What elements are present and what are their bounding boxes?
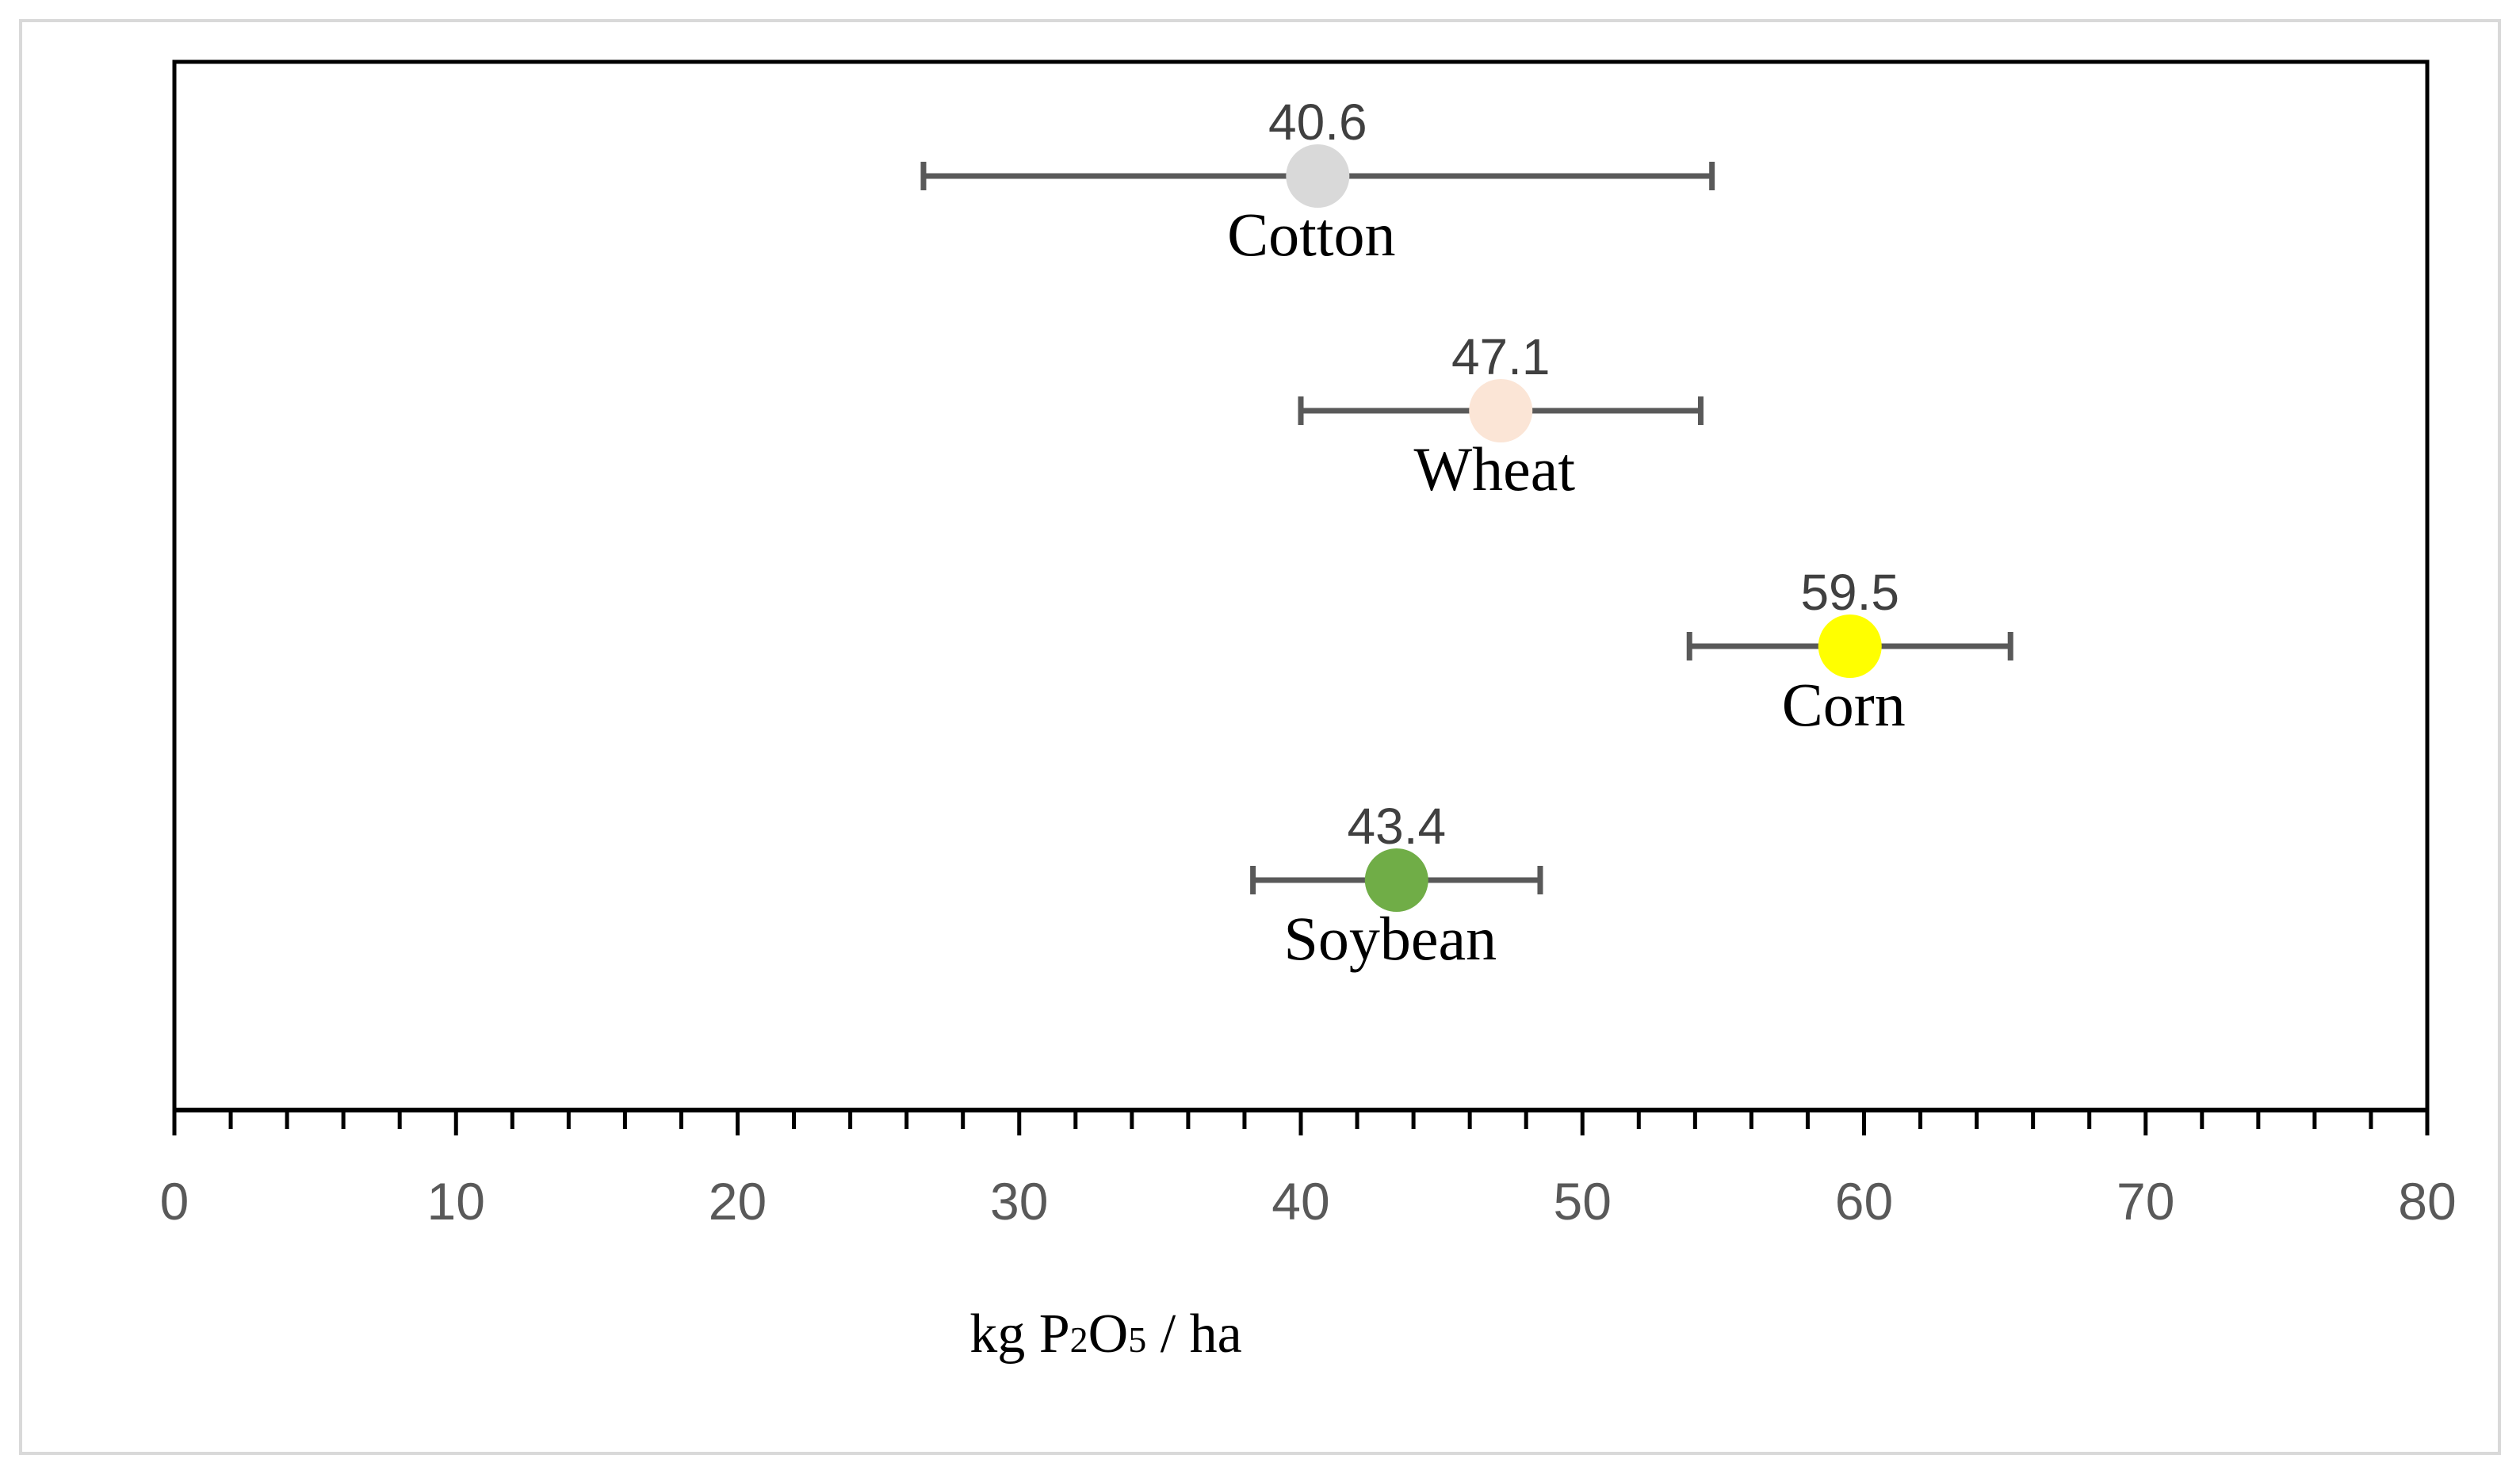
category-label-cotton: Cotton bbox=[1227, 200, 1395, 269]
x-axis-ticks bbox=[172, 1110, 2430, 1135]
x-tick-label: 70 bbox=[2117, 1172, 2174, 1231]
data-label-corn: 59.5 bbox=[1800, 564, 1899, 621]
data-point-wheat bbox=[1469, 379, 1533, 442]
series-soybean: 43.4 Soybean bbox=[1250, 798, 1543, 973]
series-corn: 59.5 Corn bbox=[1686, 564, 2013, 739]
x-axis-title-prefix: kg P bbox=[969, 1304, 1069, 1365]
series-layer: 40.6 Cotton 47.1 Wheat 59.5 Corn 43.4 Soybean bbox=[920, 94, 2013, 973]
x-tick-label: 40 bbox=[1271, 1172, 1329, 1231]
data-point-soybean bbox=[1364, 848, 1428, 912]
x-tick-label: 10 bbox=[427, 1172, 485, 1231]
category-label-wheat: Wheat bbox=[1413, 435, 1575, 503]
data-point-cotton bbox=[1286, 144, 1350, 208]
x-axis-title-sub2: 5 bbox=[1128, 1319, 1146, 1360]
x-tick-label: 50 bbox=[1554, 1172, 1612, 1231]
data-label-cotton: 40.6 bbox=[1268, 94, 1367, 151]
plot-area bbox=[172, 59, 2430, 1112]
x-tick-label: 60 bbox=[1835, 1172, 1893, 1231]
x-tick-label: 20 bbox=[709, 1172, 767, 1231]
data-label-soybean: 43.4 bbox=[1348, 798, 1447, 855]
x-axis-title: kg P2O5 / ha bbox=[969, 1304, 1242, 1365]
category-label-soybean: Soybean bbox=[1283, 904, 1497, 973]
series-wheat: 47.1 Wheat bbox=[1298, 328, 1704, 503]
x-tick-label: 0 bbox=[160, 1172, 189, 1231]
series-cotton: 40.6 Cotton bbox=[920, 94, 1715, 269]
x-axis-title-sub1: 2 bbox=[1070, 1319, 1088, 1360]
x-tick-label: 80 bbox=[2398, 1172, 2456, 1231]
x-axis-title-mid: O bbox=[1088, 1304, 1129, 1365]
data-label-wheat: 47.1 bbox=[1451, 328, 1551, 385]
category-label-corn: Corn bbox=[1782, 670, 1906, 739]
x-axis-tick-labels: 0 10 20 30 40 50 60 70 80 bbox=[160, 1172, 2457, 1231]
x-axis-title-suffix: / ha bbox=[1146, 1304, 1242, 1365]
data-point-corn bbox=[1818, 614, 1882, 678]
x-tick-label: 30 bbox=[990, 1172, 1048, 1231]
